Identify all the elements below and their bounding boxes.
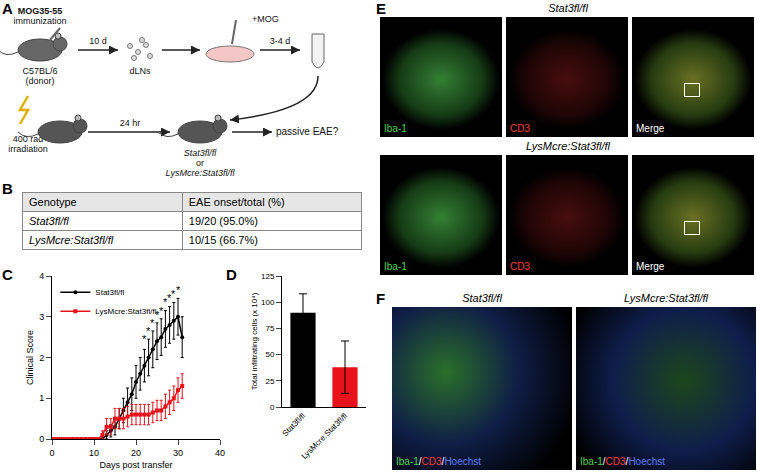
svg-text:75: 75 bbox=[265, 324, 274, 333]
svg-text:*: * bbox=[171, 288, 176, 300]
svg-text:10 d: 10 d bbox=[89, 36, 107, 46]
svg-text:10: 10 bbox=[89, 448, 99, 458]
svg-text:*: * bbox=[142, 333, 147, 345]
svg-text:Clinical Score: Clinical Score bbox=[25, 330, 35, 385]
html-text:F: F bbox=[376, 290, 386, 307]
svg-text:40: 40 bbox=[215, 448, 225, 458]
html-text:A: A bbox=[2, 0, 13, 17]
svg-text:20: 20 bbox=[131, 448, 141, 458]
svg-text:Stat3fl/fl: Stat3fl/fl bbox=[280, 411, 307, 438]
svg-text:0: 0 bbox=[270, 403, 275, 412]
svg-text:50: 50 bbox=[265, 350, 274, 359]
html-text:E: E bbox=[376, 0, 386, 17]
svg-text:4: 4 bbox=[39, 271, 44, 281]
html-text:10/15 (66.7%): 10/15 (66.7%) bbox=[188, 234, 258, 246]
svg-text:100: 100 bbox=[261, 298, 275, 307]
svg-text:Stat3fl/fl: Stat3fl/fl bbox=[95, 288, 124, 297]
html-text:Merge: Merge bbox=[636, 123, 665, 134]
svg-text:1: 1 bbox=[39, 393, 44, 403]
svg-text:*: * bbox=[155, 309, 160, 321]
html-text:Iba-1: Iba-1 bbox=[384, 261, 407, 272]
html-text:Merge: Merge bbox=[636, 261, 665, 272]
html-text:B: B bbox=[2, 180, 13, 197]
html-text:Stat3fl/fl: Stat3fl/fl bbox=[29, 215, 69, 227]
html-text:Stat3fl/fl: Stat3fl/fl bbox=[548, 2, 588, 14]
svg-text:*: * bbox=[150, 317, 155, 329]
html-text:19/20 (95.0%): 19/20 (95.0%) bbox=[188, 215, 258, 227]
svg-text:(donor): (donor) bbox=[25, 76, 54, 86]
svg-text:MOG35-55: MOG35-55 bbox=[18, 6, 63, 16]
svg-text:*: * bbox=[146, 325, 151, 337]
svg-text:+MOG: +MOG bbox=[252, 14, 279, 24]
svg-text:0: 0 bbox=[39, 434, 44, 444]
svg-text:passive EAE?: passive EAE? bbox=[276, 126, 339, 137]
html-text:CD3: CD3 bbox=[510, 261, 530, 272]
html-text:Iba-1: Iba-1 bbox=[384, 123, 407, 134]
svg-text:24 hr: 24 hr bbox=[120, 118, 141, 128]
svg-text:LysMcre:Stat3fl/fl: LysMcre:Stat3fl/fl bbox=[300, 411, 350, 461]
svg-text:2: 2 bbox=[39, 353, 44, 363]
html-text:Stat3fl/fl: Stat3fl/fl bbox=[462, 292, 502, 304]
svg-text:125: 125 bbox=[261, 272, 275, 281]
svg-text:3-4 d: 3-4 d bbox=[270, 36, 291, 46]
html-text:D: D bbox=[226, 266, 237, 283]
html-text:LysMcre:Stat3fl/fl: LysMcre:Stat3fl/fl bbox=[29, 234, 114, 246]
html-text:Iba-1 / CD3 / Hoechst: Iba-1 / CD3 / Hoechst bbox=[396, 456, 482, 467]
svg-text:*: * bbox=[176, 284, 181, 296]
svg-text:0: 0 bbox=[49, 448, 54, 458]
svg-text:dLNs: dLNs bbox=[129, 66, 151, 76]
svg-text:LysMcre:Stat3fl/fl: LysMcre:Stat3fl/fl bbox=[166, 168, 236, 178]
html-text:LysMcre:Stat3fl/fl: LysMcre:Stat3fl/fl bbox=[623, 292, 709, 304]
svg-text:*: * bbox=[163, 296, 168, 308]
svg-text:or: or bbox=[196, 158, 204, 168]
svg-text:*: * bbox=[167, 292, 172, 304]
html-text:Iba-1 / CD3 / Hoechst: Iba-1 / CD3 / Hoechst bbox=[580, 456, 666, 467]
svg-text:25: 25 bbox=[265, 377, 274, 386]
svg-text:irradiation: irradiation bbox=[8, 144, 48, 154]
svg-text:C57BL/6: C57BL/6 bbox=[22, 66, 57, 76]
html-text:CD3: CD3 bbox=[510, 123, 530, 134]
html-text:LysMcre:Stat3fl/fl: LysMcre:Stat3fl/fl bbox=[525, 140, 611, 152]
svg-text:400 rad: 400 rad bbox=[12, 134, 44, 144]
svg-text:*: * bbox=[159, 305, 164, 317]
svg-text:LysMcre:Stat3fl/fl: LysMcre:Stat3fl/fl bbox=[95, 307, 156, 316]
svg-text:30: 30 bbox=[173, 448, 183, 458]
html-text:EAE onset/total (%): EAE onset/total (%) bbox=[188, 196, 285, 208]
svg-text:Days post transfer: Days post transfer bbox=[99, 460, 172, 470]
svg-text:3: 3 bbox=[39, 312, 44, 322]
svg-text:immunization: immunization bbox=[13, 16, 66, 26]
html-text:C: C bbox=[2, 266, 13, 283]
html-text:Genotype: Genotype bbox=[29, 196, 77, 208]
svg-text:Stat3fl/fl: Stat3fl/fl bbox=[184, 148, 218, 158]
svg-text:Total infiltrating cells (x 10: Total infiltrating cells (x 10⁴) bbox=[250, 292, 259, 390]
